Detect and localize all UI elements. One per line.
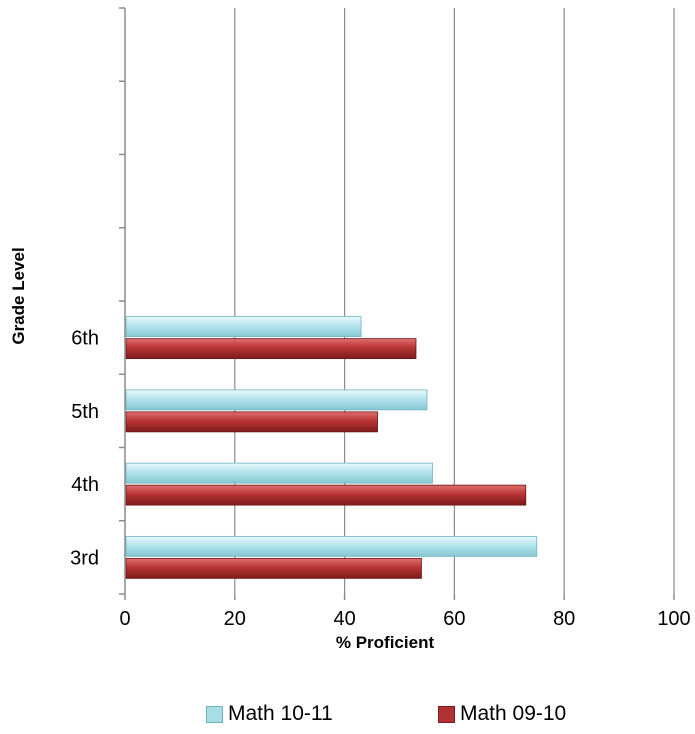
legend-swatch-math-10-11 xyxy=(206,705,223,723)
x-axis-title: % Proficient xyxy=(336,633,435,652)
legend-item-math-10-11: Math 10-11 xyxy=(206,702,333,726)
x-tick-label: 60 xyxy=(443,608,465,630)
y-tick-label: 3rd xyxy=(70,547,99,569)
legend: Math 10-11 Math 09-10 xyxy=(0,700,695,734)
legend-item-math-09-10: Math 09-10 xyxy=(438,702,566,726)
bars xyxy=(125,316,538,579)
y-tick-label: 5th xyxy=(71,401,99,423)
y-axis-title: Grade Level xyxy=(9,247,28,344)
bar-math-10-11-4th xyxy=(125,462,433,484)
bar-math-09-10-5th xyxy=(125,411,378,433)
bar-math-10-11-6th xyxy=(125,316,362,338)
y-tick-label: 6th xyxy=(71,328,99,350)
x-tick-label: 100 xyxy=(657,608,690,630)
x-tick-label: 40 xyxy=(333,608,355,630)
x-tick-label: 20 xyxy=(224,608,246,630)
bar-chart: 0 20 40 60 80 100 3rd 4th 5th 6th % Proficient Gr… xyxy=(9,7,691,652)
x-tick-label: 0 xyxy=(119,608,130,630)
bar-math-09-10-4th xyxy=(125,484,527,506)
bar-math-10-11-5th xyxy=(125,389,428,411)
legend-label: Math 09-10 xyxy=(460,702,567,725)
tick-labels: 0 20 40 60 80 100 3rd 4th 5th 6th xyxy=(70,328,691,630)
bar-math-10-11-3rd xyxy=(125,535,538,557)
bar-math-09-10-3rd xyxy=(125,557,422,579)
gridlines xyxy=(234,8,675,594)
x-tick-label: 80 xyxy=(553,608,575,630)
legend-swatch-math-09-10 xyxy=(438,705,455,723)
axes xyxy=(119,7,675,600)
bar-math-09-10-6th xyxy=(125,338,417,360)
y-tick-label: 4th xyxy=(71,474,99,496)
legend-label: Math 10-11 xyxy=(228,702,333,725)
